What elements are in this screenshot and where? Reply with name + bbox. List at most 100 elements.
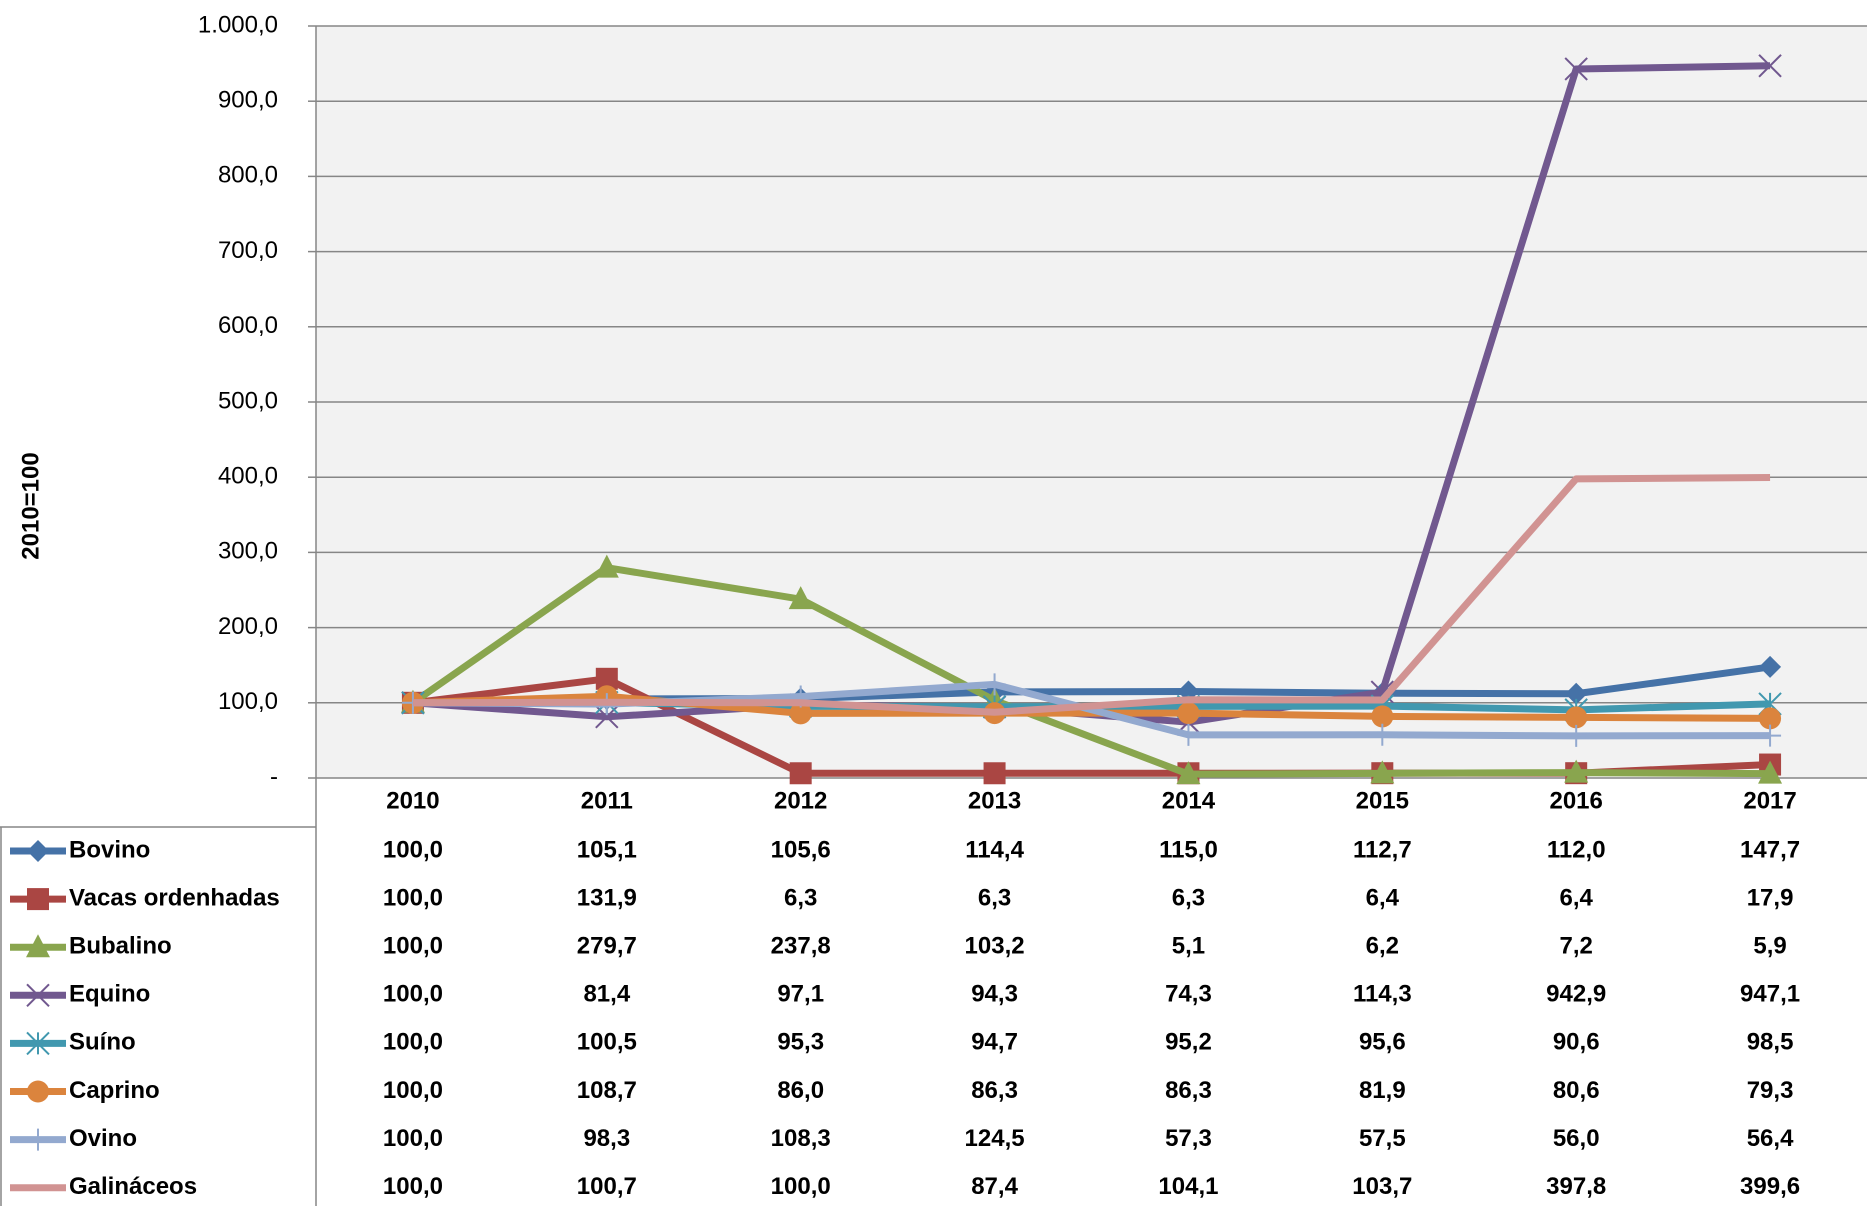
- marker: [1177, 723, 1200, 746]
- x-tick-label: 2013: [968, 787, 1021, 814]
- legend-label: Ovino: [69, 1125, 137, 1152]
- value-label: 80,6: [1553, 1077, 1600, 1104]
- legend-marker: [27, 1080, 49, 1103]
- value-label: 94,3: [971, 981, 1018, 1008]
- y-tick-label: 200,0: [218, 613, 278, 640]
- y-tick-label: -: [270, 763, 278, 790]
- marker: [788, 586, 813, 610]
- value-label: 97,1: [777, 981, 824, 1008]
- value-label: 114,3: [1353, 981, 1412, 1008]
- value-label: 6,3: [978, 884, 1011, 911]
- value-label: 100,0: [383, 836, 443, 863]
- series-line: [412, 474, 1771, 716]
- value-label: 399,6: [1740, 1173, 1800, 1200]
- value-label: 100,0: [383, 1125, 443, 1152]
- value-label: 100,0: [383, 1173, 443, 1200]
- value-label: 56,0: [1553, 1125, 1600, 1152]
- value-label: 17,9: [1747, 884, 1794, 911]
- value-label: 56,4: [1747, 1125, 1794, 1152]
- value-label: 105,6: [771, 836, 831, 863]
- value-label: 98,5: [1747, 1029, 1794, 1056]
- y-tick-label: 500,0: [218, 387, 278, 414]
- value-label: 114,4: [965, 836, 1024, 863]
- value-label: 112,0: [1547, 836, 1606, 863]
- y-tick-label: 600,0: [218, 312, 278, 339]
- value-label: 6,2: [1366, 933, 1399, 960]
- value-label: 98,3: [583, 1125, 630, 1152]
- value-label: 131,9: [577, 884, 637, 911]
- series-line: [410, 564, 1771, 778]
- marker: [1565, 706, 1588, 729]
- legend-label: Galináceos: [69, 1173, 197, 1200]
- value-label: 94,7: [971, 1029, 1018, 1056]
- legend-label: Caprino: [69, 1077, 160, 1104]
- legend-label: Suíno: [69, 1029, 136, 1056]
- value-label: 5,9: [1753, 933, 1786, 960]
- value-label: 397,8: [1546, 1173, 1606, 1200]
- value-label: 95,3: [777, 1029, 824, 1056]
- value-label: 947,1: [1740, 981, 1800, 1008]
- value-label: 103,2: [965, 933, 1025, 960]
- x-tick-label: 2016: [1549, 787, 1602, 814]
- marker: [1758, 54, 1782, 78]
- y-tick-label: 700,0: [218, 237, 278, 264]
- marker: [1564, 57, 1588, 81]
- value-label: 115,0: [1159, 836, 1218, 863]
- value-label: 86,3: [971, 1077, 1018, 1104]
- legend-marker: [26, 934, 50, 958]
- value-label: 108,7: [577, 1077, 637, 1104]
- value-label: 57,5: [1359, 1125, 1406, 1152]
- marker: [983, 673, 1006, 696]
- marker: [594, 554, 619, 578]
- x-tick-label: 2011: [581, 787, 633, 814]
- y-tick-label: 800,0: [218, 162, 278, 189]
- marker: [789, 762, 812, 785]
- legend-marker: [27, 888, 49, 911]
- marker: [983, 762, 1006, 785]
- value-label: 81,9: [1359, 1077, 1406, 1104]
- y-axis-label: 2010=100: [17, 452, 44, 559]
- value-label: 81,4: [583, 981, 630, 1008]
- value-label: 86,0: [777, 1077, 824, 1104]
- value-label: 100,5: [577, 1029, 637, 1056]
- value-label: 100,7: [577, 1173, 637, 1200]
- y-tick-label: 400,0: [218, 463, 278, 490]
- value-label: 79,3: [1747, 1077, 1794, 1104]
- marker: [1759, 707, 1782, 730]
- value-label: 6,3: [1172, 884, 1205, 911]
- value-label: 100,0: [383, 981, 443, 1008]
- legend-marker: [26, 1031, 50, 1056]
- value-label: 105,1: [577, 836, 637, 863]
- marker: [1759, 655, 1782, 678]
- x-tick-label: 2014: [1162, 787, 1216, 814]
- value-label: 103,7: [1352, 1173, 1412, 1200]
- y-tick-label: 300,0: [218, 538, 278, 565]
- value-label: 279,7: [577, 933, 637, 960]
- value-label: 100,0: [771, 1173, 831, 1200]
- value-label: 112,7: [1353, 836, 1412, 863]
- value-label: 74,3: [1165, 981, 1212, 1008]
- marker: [1371, 723, 1394, 746]
- y-tick-label: 1.000,0: [198, 11, 278, 38]
- x-tick-label: 2010: [386, 787, 439, 814]
- value-label: 100,0: [383, 884, 443, 911]
- value-label: 100,0: [383, 1077, 443, 1104]
- legend-label: Vacas ordenhadas: [69, 884, 280, 911]
- value-label: 108,3: [771, 1125, 831, 1152]
- y-tick-label: 900,0: [218, 87, 278, 114]
- marker: [1759, 724, 1782, 747]
- value-label: 124,5: [965, 1125, 1025, 1152]
- value-label: 95,6: [1359, 1029, 1406, 1056]
- x-tick-label: 2017: [1743, 787, 1796, 814]
- value-label: 237,8: [771, 933, 831, 960]
- marker: [1370, 760, 1395, 784]
- value-label: 100,0: [383, 1029, 443, 1056]
- marker: [1176, 761, 1201, 785]
- value-label: 95,2: [1165, 1029, 1212, 1056]
- value-label: 100,0: [383, 933, 443, 960]
- marker: [1177, 702, 1200, 725]
- legend-label: Equino: [69, 981, 150, 1008]
- marker: [1371, 705, 1394, 728]
- x-tick-label: 2012: [774, 787, 827, 814]
